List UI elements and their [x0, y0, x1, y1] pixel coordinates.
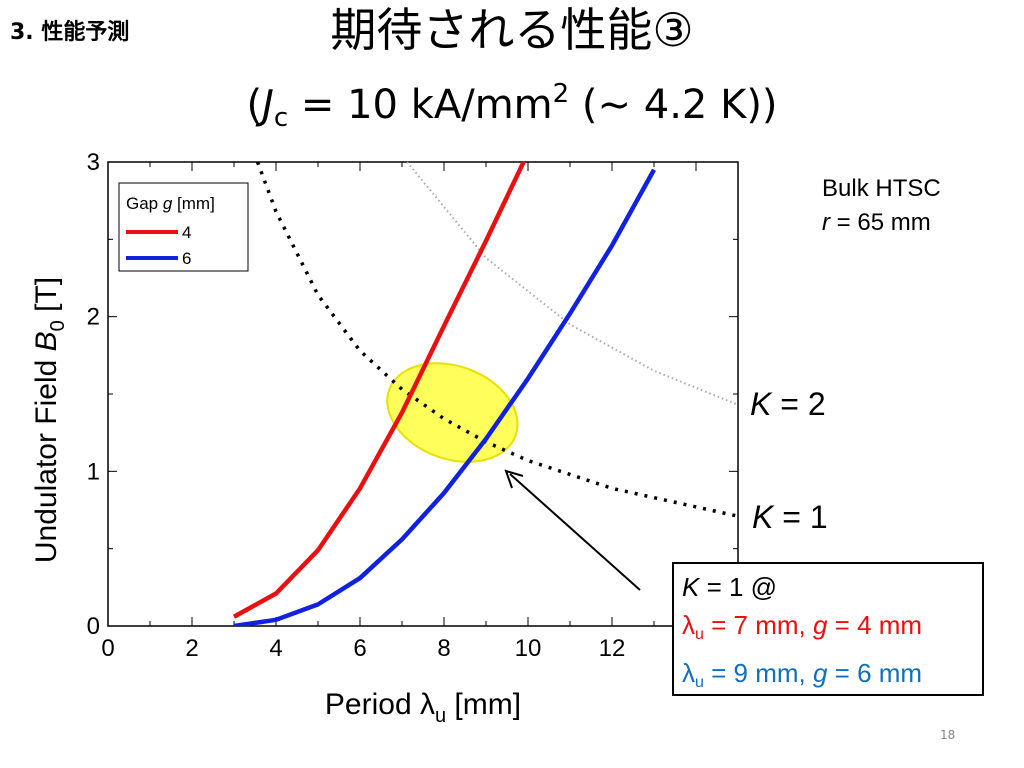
k2-value: = 2	[771, 386, 826, 422]
slide-title: 期待される性能③	[330, 3, 694, 57]
slide-subtitle: (Jc = 10 kA/mm2 (~ 4.2 K))	[0, 68, 1024, 144]
callout-l2-sub: u	[695, 626, 704, 643]
series-gap-6	[233, 168, 656, 626]
callout-l3-rest: = 6 mm	[827, 658, 923, 688]
callout-line-1: K = 1 @	[682, 568, 974, 606]
callout-line-2: λu = 7 mm, g = 4 mm	[682, 606, 974, 654]
callout-l2-rest: = 4 mm	[827, 610, 923, 640]
k2-var: K	[750, 386, 772, 422]
series-gap-4	[232, 162, 527, 619]
k-curves	[255, 162, 738, 518]
callout-l2-sym: λ	[682, 610, 695, 640]
note-r-value: = 65 mm	[830, 209, 931, 236]
legend: Gap g [mm] 4 6	[118, 182, 249, 272]
y-tick-label: 3	[87, 149, 100, 176]
y-tick-label: 1	[87, 458, 100, 485]
subtitle-sup: 2	[552, 79, 570, 109]
y-axis-label: Undulator Field B0 [T]	[30, 277, 69, 563]
subtitle-j-sub: c	[273, 103, 289, 133]
x-tick-label: 6	[353, 635, 366, 662]
subtitle-j: J	[262, 82, 274, 128]
k1-curve	[255, 162, 738, 518]
highlight-ellipse	[386, 362, 519, 463]
legend-label-gap-6: 6	[182, 249, 191, 268]
k1-var: K	[752, 499, 774, 535]
x-tick-labels: 0 2 4 6 8 10 12	[101, 635, 625, 662]
callout-l2-mid: = 7 mm,	[703, 610, 813, 640]
y-tick-label: 2	[87, 304, 100, 331]
x-tick-label: 0	[101, 635, 114, 662]
legend-label-gap-4: 4	[182, 223, 191, 242]
callout-arrow	[509, 473, 641, 591]
subtitle-open: (	[246, 82, 263, 128]
callout-l3-mid: = 9 mm,	[703, 658, 813, 688]
y-tick-labels: 0 1 2 3	[87, 149, 100, 640]
section-label: 3. 性能予測	[10, 20, 130, 45]
legend-title: Gap g [mm]	[126, 194, 215, 213]
callout-l3-sub: u	[695, 674, 704, 691]
note-line-1: Bulk HTSC	[822, 175, 941, 202]
page-number: 18	[940, 728, 956, 742]
callout-arrowhead	[504, 469, 524, 489]
x-tick-label: 12	[599, 635, 626, 662]
series-lines	[232, 162, 656, 626]
callout-box: K = 1 @ λu = 7 mm, g = 4 mm λu = 9 mm, g…	[672, 562, 984, 696]
note-bulk-htsc: Bulk HTSC r = 65 mm	[822, 172, 941, 240]
subtitle-mid: = 10 kA/mm	[288, 82, 553, 128]
x-axis-label: Period λu [mm]	[325, 688, 521, 727]
x-tick-label: 10	[515, 635, 542, 662]
x-tick-label: 4	[269, 635, 282, 662]
note-line-2: r = 65 mm	[822, 206, 941, 240]
callout-l3-sym: λ	[682, 658, 695, 688]
callout-l3-var: g	[812, 658, 828, 688]
callout-line-3: λu = 9 mm, g = 6 mm	[682, 654, 974, 702]
subtitle-tail: (~ 4.2 K))	[569, 82, 778, 128]
note-r-var: r	[822, 209, 830, 236]
callout-k-rest: = 1 @	[699, 572, 778, 602]
k2-label: K = 2	[750, 386, 826, 423]
y-tick-label: 0	[87, 613, 100, 640]
callout-l2-var: g	[812, 610, 828, 640]
x-tick-label: 2	[185, 635, 198, 662]
k1-value: = 1	[773, 499, 828, 535]
x-tick-label: 8	[437, 635, 450, 662]
callout-k-var: K	[682, 572, 700, 602]
k1-label: K = 1	[752, 499, 828, 536]
